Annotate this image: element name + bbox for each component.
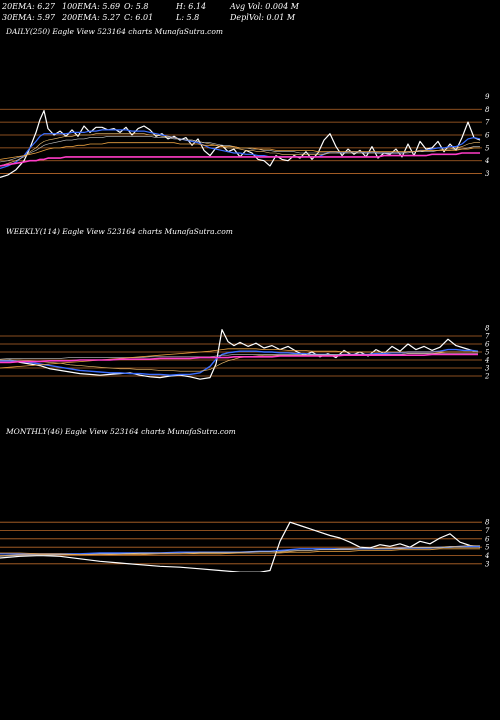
ema200-label: 200EMA: 5.27 — [62, 13, 121, 22]
ema30-label: 30EMA: 5.97 — [2, 13, 56, 22]
monthly-y-tick-label: 8 — [485, 519, 490, 527]
weekly-series-line — [0, 353, 478, 364]
weekly-chart-title: WEEKLY(114) Eagle View 523164 charts Mun… — [6, 227, 233, 236]
monthly-y-tick-label: 5 — [485, 544, 490, 552]
avg-vol-label: Avg Vol: 0.004 M — [230, 2, 299, 11]
ema100-label: 100EMA: 5.69 — [62, 2, 121, 11]
monthly-series-line — [0, 546, 480, 557]
monthly-series-line — [0, 521, 481, 572]
weekly-series-line — [0, 329, 479, 380]
daily-series-line — [0, 110, 481, 178]
open-label: O: 5.8 — [124, 2, 149, 11]
daily-chart-title: DAILY(250) Eagle View 523164 charts Muna… — [6, 27, 223, 36]
monthly-y-tick-label: 4 — [484, 552, 489, 560]
weekly-y-tick-label: 7 — [485, 333, 490, 341]
daily-y-tick-label: 6 — [485, 132, 490, 140]
daily-y-tick-label: 9 — [485, 93, 490, 101]
daily-series-line — [0, 142, 480, 160]
weekly-y-tick-label: 2 — [484, 373, 490, 381]
weekly-y-tick-label: 8 — [485, 325, 490, 333]
deliv-vol-label: DeplVol: 0.01 M — [230, 13, 296, 22]
weekly-y-tick-label: 3 — [485, 365, 490, 373]
weekly-series-line — [0, 353, 478, 360]
low-label: L: 5.8 — [176, 13, 200, 22]
daily-y-tick-label: 5 — [485, 144, 490, 152]
monthly-chart-title: MONTHLY(46) Eagle View 523164 charts Mun… — [6, 427, 236, 436]
ema20-label: 20EMA: 6.27 — [2, 2, 56, 11]
monthly-y-tick-label: 6 — [485, 535, 490, 543]
high-label: H: 6.14 — [176, 2, 207, 11]
monthly-y-tick-label: 7 — [485, 527, 490, 535]
monthly-y-tick-label: 3 — [485, 560, 490, 568]
weekly-y-tick-label: 5 — [485, 349, 490, 357]
weekly-y-tick-label: 6 — [485, 341, 490, 349]
daily-y-tick-label: 7 — [485, 119, 490, 127]
weekly-y-tick-label: 4 — [484, 357, 489, 365]
daily-y-tick-label: 8 — [485, 106, 490, 114]
close-label: C: 6.01 — [124, 13, 154, 22]
daily-y-tick-label: 4 — [484, 157, 489, 165]
daily-chart: 9 8 7 6 5 4 3 — [0, 93, 490, 178]
monthly-series-line — [0, 548, 480, 556]
daily-series-line — [0, 152, 480, 167]
daily-y-tick-label: 3 — [485, 170, 490, 178]
